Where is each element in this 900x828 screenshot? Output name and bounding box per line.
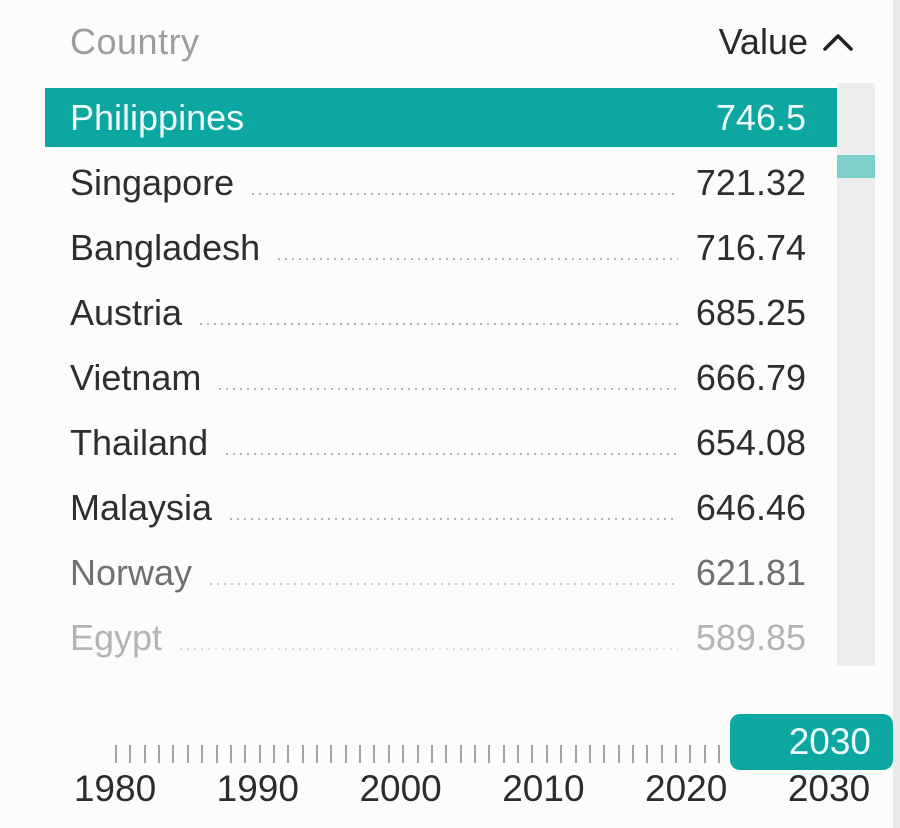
dot-leader bbox=[180, 647, 678, 650]
tick-mark bbox=[689, 745, 692, 763]
value-label: 666.79 bbox=[695, 356, 806, 398]
dot-leader bbox=[226, 452, 678, 455]
value-label: 716.74 bbox=[695, 226, 806, 268]
tick-mark bbox=[646, 745, 649, 763]
country-list: Philippines 746.5 Singapore 721.32 Banglades… bbox=[45, 85, 837, 670]
tick-mark bbox=[373, 745, 376, 763]
tick-mark bbox=[588, 745, 591, 763]
tick-mark bbox=[402, 745, 405, 763]
dot-leader bbox=[278, 257, 678, 260]
tick-mark bbox=[718, 745, 721, 763]
tick-mark bbox=[603, 745, 606, 763]
tick-mark bbox=[244, 745, 247, 763]
value-label: 685.25 bbox=[695, 291, 806, 333]
scrollbar-track[interactable] bbox=[837, 83, 875, 666]
tick-mark bbox=[430, 745, 433, 763]
timeline-current-year-handle[interactable]: 2030 bbox=[730, 714, 893, 770]
dot-leader bbox=[210, 582, 678, 585]
tick-mark bbox=[660, 745, 663, 763]
country-label: Malaysia bbox=[70, 486, 213, 528]
year-label: 2020 bbox=[645, 768, 728, 809]
tick-mark bbox=[287, 745, 290, 763]
value-label: 589.85 bbox=[695, 616, 806, 658]
value-label: 746.5 bbox=[715, 96, 806, 138]
value-header-label: Value bbox=[718, 21, 808, 62]
tick-mark bbox=[488, 745, 491, 763]
tick-mark bbox=[359, 745, 362, 763]
year-label: 1990 bbox=[216, 768, 299, 809]
list-item[interactable]: Norway 621.81 bbox=[45, 540, 837, 605]
timeline-slider[interactable] bbox=[115, 745, 735, 763]
dot-leader bbox=[230, 517, 678, 520]
tick-mark bbox=[502, 745, 505, 763]
scrollbar-thumb[interactable] bbox=[837, 155, 875, 178]
tick-mark bbox=[158, 745, 161, 763]
tick-mark bbox=[574, 745, 577, 763]
dot-leader bbox=[252, 192, 678, 195]
tick-mark bbox=[617, 745, 620, 763]
list-item[interactable]: Bangladesh 716.74 bbox=[45, 215, 837, 280]
tick-mark bbox=[301, 745, 304, 763]
tick-mark bbox=[344, 745, 347, 763]
value-label: 646.46 bbox=[695, 486, 806, 528]
list-item[interactable]: Malaysia 646.46 bbox=[45, 475, 837, 540]
country-label: Bangladesh bbox=[70, 226, 261, 268]
country-label: Vietnam bbox=[70, 356, 202, 398]
value-label: 721.32 bbox=[695, 161, 806, 203]
tick-mark bbox=[560, 745, 563, 763]
list-item[interactable]: Vietnam 666.79 bbox=[45, 345, 837, 410]
year-label: 2030 bbox=[787, 768, 871, 809]
tick-mark bbox=[531, 745, 534, 763]
current-year-label: 2030 bbox=[788, 721, 871, 762]
tick-mark bbox=[631, 745, 634, 763]
value-label: 654.08 bbox=[695, 421, 806, 463]
list-item[interactable]: Egypt 589.85 bbox=[45, 605, 837, 670]
country-label: Norway bbox=[70, 551, 193, 593]
table-header: Country Value bbox=[70, 16, 853, 68]
tick-mark bbox=[330, 745, 333, 763]
tick-mark bbox=[272, 745, 275, 763]
list-item[interactable]: Austria 685.25 bbox=[45, 280, 837, 345]
column-header-value[interactable]: Value bbox=[719, 21, 853, 63]
tick-mark bbox=[387, 745, 390, 763]
tick-mark bbox=[201, 745, 204, 763]
list-item[interactable]: Thailand 654.08 bbox=[45, 410, 837, 475]
page-edge-strip bbox=[893, 0, 900, 828]
list-item[interactable]: Philippines 746.5 bbox=[45, 88, 837, 147]
list-item[interactable]: Singapore 721.32 bbox=[45, 150, 837, 215]
year-label: 1980 bbox=[73, 768, 157, 809]
tick-mark bbox=[517, 745, 520, 763]
country-label: Philippines bbox=[70, 96, 245, 138]
country-label: Austria bbox=[70, 291, 183, 333]
tick-mark bbox=[115, 745, 117, 763]
tick-mark bbox=[258, 745, 261, 763]
country-label: Thailand bbox=[70, 421, 209, 463]
country-label: Singapore bbox=[70, 161, 235, 203]
tick-mark bbox=[316, 745, 319, 763]
timeline-year-labels: 1980 1990 2000 2010 2020 2030 bbox=[74, 768, 870, 812]
tick-mark bbox=[416, 745, 419, 763]
year-label: 2000 bbox=[359, 768, 442, 809]
tick-mark bbox=[703, 745, 706, 763]
value-label: 621.81 bbox=[695, 551, 806, 593]
tick-mark bbox=[215, 745, 218, 763]
column-header-country[interactable]: Country bbox=[70, 21, 200, 62]
tick-mark bbox=[459, 745, 462, 763]
chevron-up-icon bbox=[823, 33, 853, 51]
dot-leader bbox=[219, 387, 678, 390]
tick-mark bbox=[445, 745, 448, 763]
tick-mark bbox=[143, 745, 146, 763]
year-label: 2010 bbox=[502, 768, 585, 809]
tick-mark bbox=[186, 745, 189, 763]
tick-mark bbox=[473, 745, 476, 763]
tick-mark bbox=[545, 745, 548, 763]
tick-mark bbox=[675, 745, 678, 763]
dot-leader bbox=[200, 322, 678, 325]
tick-mark bbox=[172, 745, 175, 763]
country-label: Egypt bbox=[70, 616, 163, 658]
tick-mark bbox=[129, 745, 132, 763]
tick-mark bbox=[229, 745, 232, 763]
